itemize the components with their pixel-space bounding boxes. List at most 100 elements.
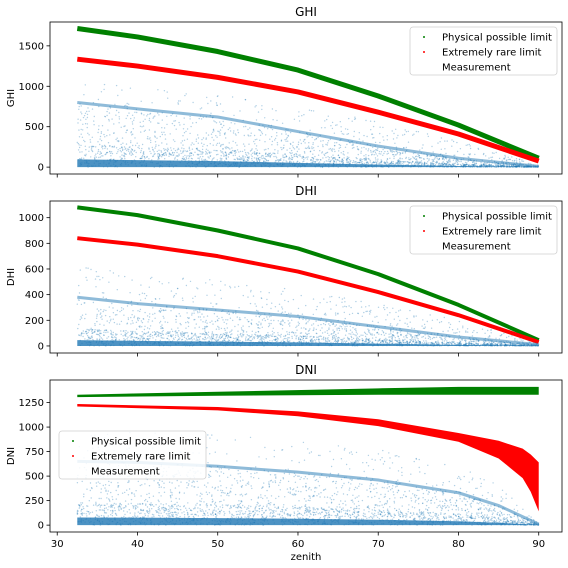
measurement-point <box>267 128 269 130</box>
measurement-point <box>367 148 370 150</box>
measurement-point <box>293 118 296 121</box>
measurement-point <box>479 165 481 167</box>
measurement-point <box>438 157 441 160</box>
measurement-point <box>297 141 300 143</box>
measurement-point <box>105 146 107 148</box>
measurement-point <box>102 310 104 313</box>
measurement-point <box>384 308 386 311</box>
measurement-point <box>500 343 502 346</box>
measurement-point <box>242 335 244 337</box>
measurement-point <box>222 319 224 321</box>
measurement-point <box>355 328 357 330</box>
measurement-point <box>124 148 126 150</box>
measurement-point <box>445 152 447 155</box>
measurement-point <box>282 319 284 321</box>
measurement-point <box>290 143 292 146</box>
measurement-point <box>310 110 313 112</box>
measurement-point <box>337 159 339 161</box>
measurement-point <box>399 152 402 154</box>
measurement-point <box>225 147 227 150</box>
measurement-point <box>113 158 115 160</box>
measurement-point <box>521 344 523 346</box>
measurement-point <box>120 307 123 309</box>
measurement-point <box>231 96 234 98</box>
measurement-point <box>289 131 292 134</box>
measurement-point <box>429 314 431 316</box>
measurement-point <box>361 339 363 342</box>
measurement-point <box>128 146 130 148</box>
measurement-point <box>230 152 232 154</box>
measurement-point <box>164 151 167 154</box>
measurement-point <box>414 162 416 165</box>
measurement-point <box>438 162 440 164</box>
measurement-point <box>439 163 441 165</box>
measurement-point <box>104 329 107 331</box>
measurement-point <box>431 163 433 165</box>
measurement-point <box>314 155 316 158</box>
measurement-point <box>486 165 488 167</box>
measurement-point <box>384 162 386 164</box>
measurement-point <box>360 334 362 336</box>
measurement-point <box>397 339 399 342</box>
measurement-point <box>229 285 231 288</box>
measurement-point <box>484 162 486 165</box>
measurement-point <box>353 130 355 133</box>
measurement-point <box>361 147 363 149</box>
measurement-point <box>403 161 405 163</box>
measurement-point <box>304 335 306 337</box>
measurement-point <box>226 331 228 334</box>
measurement-point <box>280 139 283 141</box>
measurement-point <box>225 335 227 337</box>
measurement-point <box>315 308 318 311</box>
measurement-point <box>407 141 410 143</box>
measurement-point <box>444 163 446 165</box>
measurement-point <box>194 334 197 336</box>
measurement-point <box>513 344 515 346</box>
measurement-point <box>99 338 101 340</box>
measurement-point <box>199 333 201 335</box>
measurement-point <box>283 147 285 149</box>
measurement-point <box>176 332 179 334</box>
measurement-point <box>399 152 402 155</box>
measurement-point <box>151 300 153 303</box>
measurement-point <box>453 154 455 157</box>
measurement-point <box>313 149 315 152</box>
measurement-point <box>302 335 304 337</box>
measurement-point <box>399 342 401 345</box>
measurement-point <box>161 324 163 326</box>
measurement-point <box>356 157 358 160</box>
measurement-point <box>441 341 444 344</box>
measurement-point <box>160 335 162 337</box>
measurement-point <box>414 338 416 340</box>
measurement-point <box>334 142 336 144</box>
measurement-point <box>491 165 494 167</box>
measurement-point <box>483 342 485 344</box>
measurement-point <box>139 125 142 128</box>
measurement-point <box>261 340 263 342</box>
measurement-point <box>273 319 275 322</box>
measurement-point <box>92 338 94 341</box>
measurement-point <box>247 134 249 136</box>
measurement-point <box>257 327 259 329</box>
measurement-point <box>395 162 398 165</box>
measurement-point <box>326 338 328 340</box>
measurement-point <box>399 341 401 343</box>
measurement-point <box>444 163 446 165</box>
measurement-point <box>399 341 401 343</box>
measurement-point <box>188 317 190 319</box>
measurement-point <box>152 117 154 119</box>
measurement-point <box>443 337 446 339</box>
measurement-point <box>450 342 453 344</box>
measurement-point <box>416 340 418 343</box>
measurement-point <box>412 340 414 342</box>
measurement-point <box>353 118 356 121</box>
measurement-point <box>371 133 374 135</box>
measurement-point <box>270 334 272 336</box>
measurement-point <box>344 342 347 344</box>
measurement-point <box>230 152 233 154</box>
measurement-point <box>126 149 128 152</box>
measurement-point <box>409 341 411 343</box>
measurement-point <box>147 331 150 333</box>
measurement-point <box>128 112 130 114</box>
measurement-point <box>522 344 524 346</box>
